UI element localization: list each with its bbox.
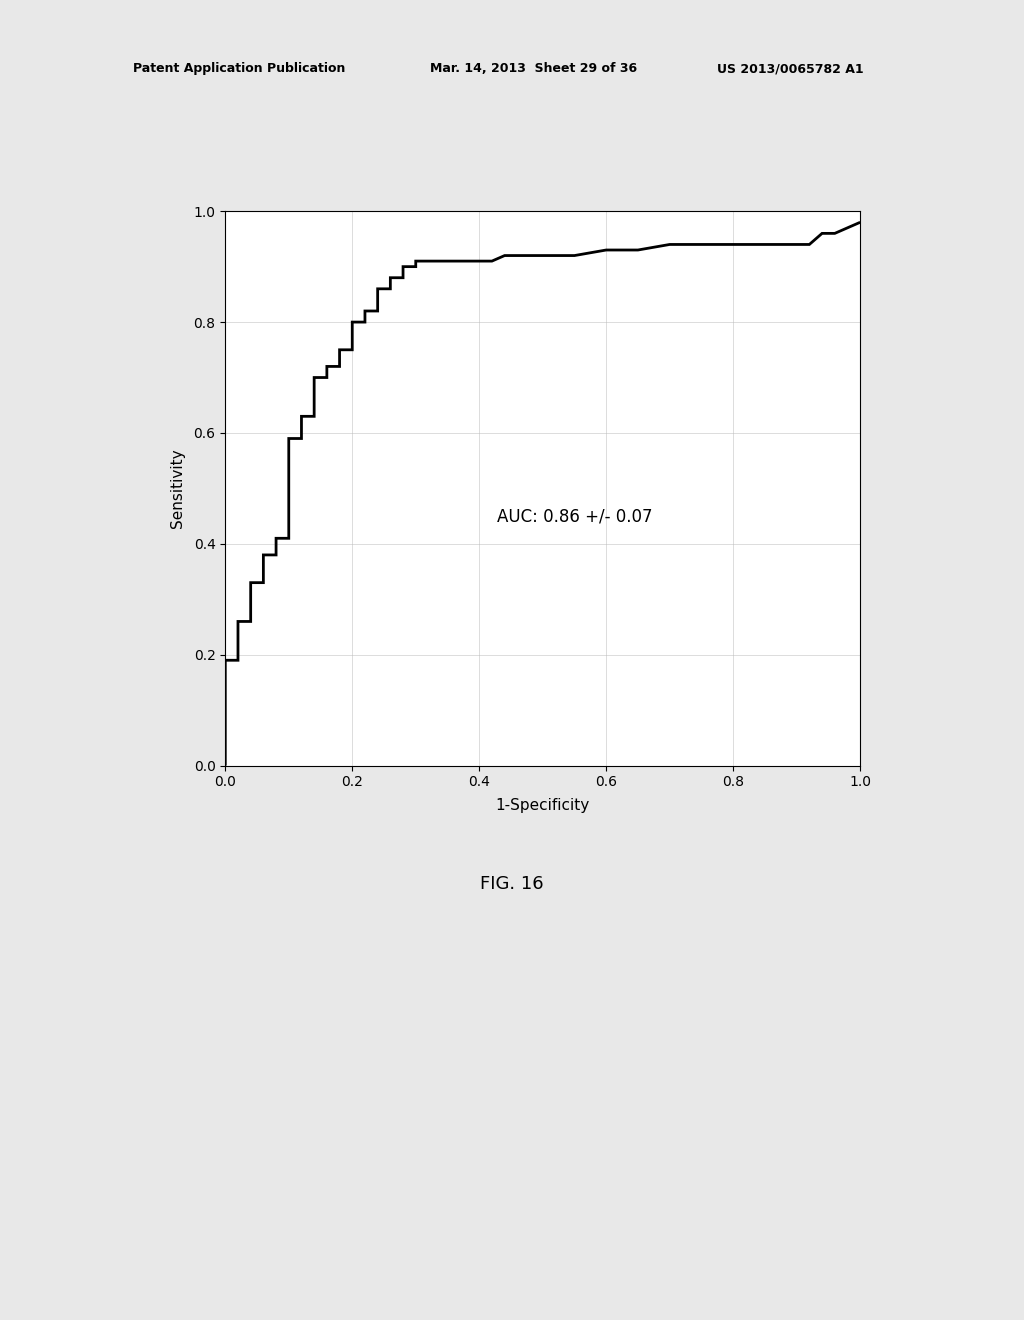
Text: Mar. 14, 2013  Sheet 29 of 36: Mar. 14, 2013 Sheet 29 of 36	[430, 62, 637, 75]
Text: US 2013/0065782 A1: US 2013/0065782 A1	[717, 62, 863, 75]
Text: FIG. 16: FIG. 16	[480, 875, 544, 894]
Y-axis label: Sensitivity: Sensitivity	[170, 449, 185, 528]
Text: Patent Application Publication: Patent Application Publication	[133, 62, 345, 75]
X-axis label: 1-Specificity: 1-Specificity	[496, 797, 590, 813]
Text: AUC: 0.86 +/- 0.07: AUC: 0.86 +/- 0.07	[497, 507, 652, 525]
